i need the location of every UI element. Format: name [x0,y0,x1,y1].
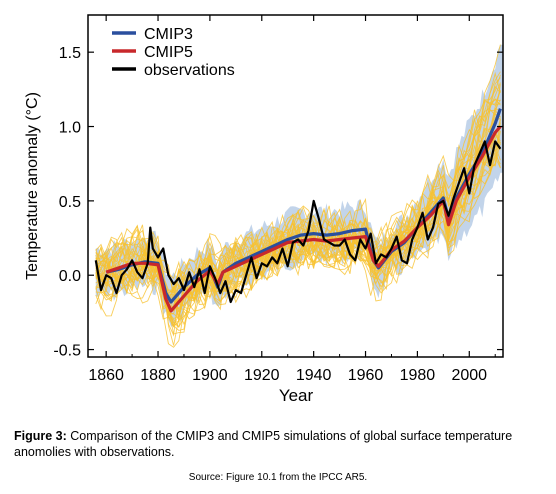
x-axis-label: Year [279,386,314,405]
x-tick-label: 1920 [244,367,280,384]
figure-source: Source: Figure 10.1 from the IPCC AR5. [188,472,368,483]
legend-label-observations: observations [144,62,235,79]
y-tick-label: 0.5 [59,194,81,211]
model-spread-layer [95,44,503,348]
caption-text: Comparison of the CMIP3 and CMIP5 simula… [14,429,513,459]
y-tick-label: -0.5 [53,343,81,360]
chart-figure: 1860 1880 1900 1920 1940 1960 1980 2000 -0.5 0.0 0… [24,14,504,405]
axis-layer: 1860 1880 1900 1920 1940 1960 1980 2000 -0.5 0.0 0… [53,15,503,384]
x-tick-label: 2000 [451,367,487,384]
y-axis-label: Temperature anomaly (°C) [24,92,41,280]
x-tick-label: 1880 [140,367,176,384]
figure-caption: Figure 3: Comparison of the CMIP3 and CM… [14,428,542,460]
y-tick-label: 1.5 [59,45,81,62]
caption-label: Figure 3: [14,429,67,443]
legend-label-cmip3: CMIP3 [144,26,193,43]
plot-frame [87,14,504,358]
cmip5-member-line [95,90,501,313]
x-tick-label: 1940 [296,367,332,384]
y-tick-label: 0.0 [59,268,81,285]
legend-label-cmip5: CMIP5 [144,44,193,61]
x-tick-label: 1980 [400,367,436,384]
x-tick-label: 1960 [348,367,384,384]
legend: CMIP3 CMIP5 observations [112,26,235,79]
series-layer [94,108,502,313]
y-tick-label: 1.0 [59,120,81,137]
observations-line [94,140,502,304]
x-tick-label: 1900 [192,367,228,384]
cmip5-member-line [95,44,501,323]
x-tick-label: 1860 [88,367,124,384]
